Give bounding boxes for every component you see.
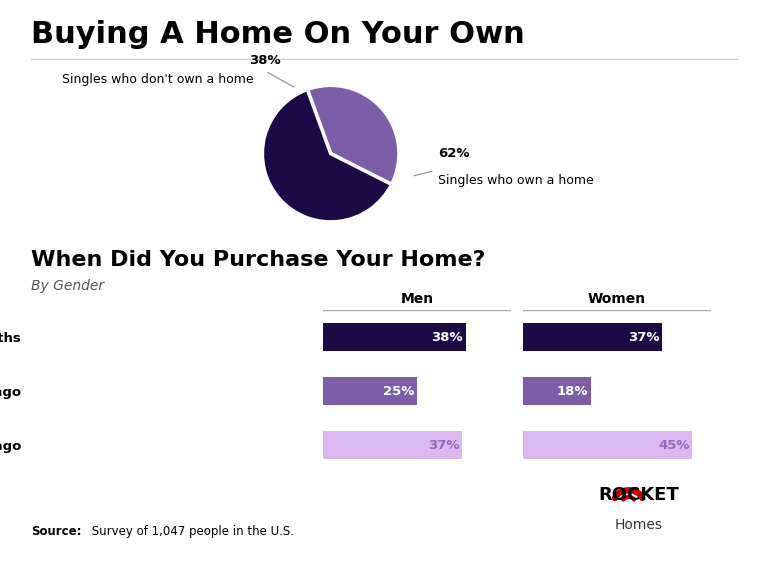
Text: ROCKET: ROCKET bbox=[598, 485, 679, 504]
Bar bbox=[523, 377, 591, 405]
Title: Women: Women bbox=[588, 292, 646, 306]
Text: 25%: 25% bbox=[383, 385, 414, 398]
Bar bbox=[323, 377, 417, 405]
Text: Buying A Home On Your Own: Buying A Home On Your Own bbox=[31, 20, 524, 49]
Bar bbox=[523, 323, 662, 351]
Title: Men: Men bbox=[401, 292, 434, 306]
Text: Source:: Source: bbox=[31, 525, 82, 538]
Text: 38%: 38% bbox=[431, 331, 463, 344]
Bar bbox=[523, 431, 693, 459]
Text: 37%: 37% bbox=[428, 439, 459, 452]
Text: Homes: Homes bbox=[614, 518, 662, 532]
Wedge shape bbox=[308, 85, 399, 184]
Text: 18%: 18% bbox=[556, 385, 588, 398]
Wedge shape bbox=[262, 89, 391, 222]
Text: 37%: 37% bbox=[628, 331, 659, 344]
Text: 38%: 38% bbox=[249, 53, 281, 67]
Bar bbox=[323, 323, 466, 351]
Text: 62%: 62% bbox=[438, 147, 470, 160]
Text: By Gender: By Gender bbox=[31, 279, 104, 293]
Text: When Did You Purchase Your Home?: When Did You Purchase Your Home? bbox=[31, 250, 485, 270]
Bar bbox=[323, 431, 462, 459]
Text: 45%: 45% bbox=[658, 439, 690, 452]
Text: Singles who don't own a home: Singles who don't own a home bbox=[62, 73, 253, 86]
Text: Survey of 1,047 people in the U.S.: Survey of 1,047 people in the U.S. bbox=[88, 525, 295, 538]
Text: Singles who own a home: Singles who own a home bbox=[438, 174, 594, 187]
